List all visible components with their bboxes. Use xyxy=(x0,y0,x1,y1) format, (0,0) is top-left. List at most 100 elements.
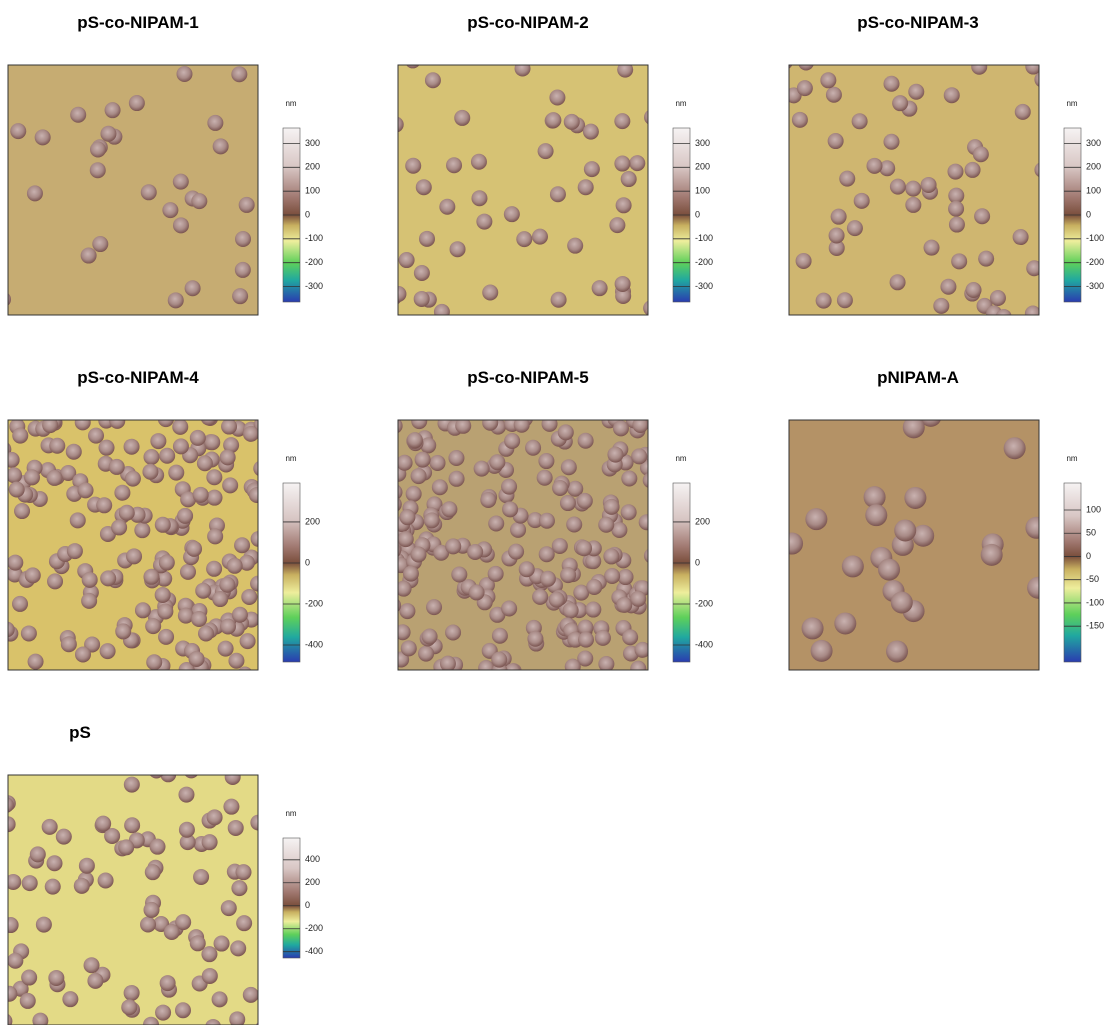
particle xyxy=(135,602,151,618)
particle xyxy=(145,864,161,880)
particle xyxy=(489,454,505,470)
afm-image xyxy=(0,762,271,1025)
particle xyxy=(213,138,229,154)
colorbar xyxy=(673,483,690,662)
particle xyxy=(816,293,832,309)
colorbar-tick-label: -300 xyxy=(695,281,713,291)
particle xyxy=(492,628,508,644)
particle xyxy=(632,417,648,433)
particle xyxy=(839,171,855,187)
particle xyxy=(432,479,448,495)
particle xyxy=(866,158,882,174)
particle xyxy=(616,597,632,613)
colorbar-tick-label: 50 xyxy=(1086,528,1096,538)
particle xyxy=(78,482,94,498)
particle xyxy=(35,129,51,145)
particle xyxy=(201,946,217,962)
particle xyxy=(565,659,581,675)
particle xyxy=(79,858,95,874)
particle xyxy=(206,469,222,485)
particle xyxy=(878,559,900,581)
particle xyxy=(973,146,989,162)
particle xyxy=(100,126,116,142)
particle xyxy=(502,501,518,517)
particle xyxy=(482,415,498,431)
particle xyxy=(225,769,241,785)
particle xyxy=(236,915,252,931)
particle xyxy=(36,917,52,933)
particle xyxy=(614,113,630,129)
particle xyxy=(1013,229,1029,245)
particle xyxy=(811,640,833,662)
particle xyxy=(105,102,121,118)
particle xyxy=(99,440,115,456)
particle xyxy=(552,480,568,496)
colorbar-tick-label: -200 xyxy=(305,257,323,267)
particle xyxy=(142,464,158,480)
particle xyxy=(235,231,251,247)
particle xyxy=(515,61,531,77)
particle xyxy=(227,558,243,574)
particle xyxy=(538,453,554,469)
particle xyxy=(160,766,176,782)
particle xyxy=(540,571,556,587)
particle xyxy=(504,206,520,222)
particle xyxy=(172,419,188,435)
particle xyxy=(501,479,517,495)
particle xyxy=(237,667,253,683)
particle xyxy=(890,179,906,195)
particle xyxy=(440,656,456,672)
particle xyxy=(22,875,38,891)
particle xyxy=(212,591,228,607)
particle xyxy=(411,468,427,484)
particle xyxy=(155,1005,171,1021)
particle xyxy=(643,472,659,488)
particle xyxy=(501,600,517,616)
particle xyxy=(158,411,174,427)
particle xyxy=(996,309,1012,325)
colorbar-tick-label: -200 xyxy=(305,598,323,608)
particle xyxy=(134,522,150,538)
particle xyxy=(140,917,156,933)
particle xyxy=(441,501,457,517)
particle xyxy=(415,452,431,468)
particle xyxy=(567,238,583,254)
particle xyxy=(124,777,140,793)
colorbar-tick-label: -200 xyxy=(695,257,713,267)
particle xyxy=(81,593,97,609)
particle xyxy=(883,134,899,150)
particle xyxy=(155,587,171,603)
colorbar-unit: nm xyxy=(285,99,296,108)
particle xyxy=(10,123,26,139)
particle xyxy=(228,653,244,669)
particle xyxy=(3,917,19,933)
particle xyxy=(802,617,824,639)
particle xyxy=(24,469,40,485)
particle xyxy=(232,288,248,304)
particle xyxy=(639,514,655,530)
particle xyxy=(603,548,619,564)
colorbar-tick-label: 0 xyxy=(695,209,700,219)
particle xyxy=(921,177,937,193)
particle xyxy=(505,663,521,679)
particle xyxy=(146,654,162,670)
panel-title: pS-co-NIPAM-4 xyxy=(77,368,199,387)
particle xyxy=(189,651,205,667)
particle xyxy=(892,95,908,111)
particle xyxy=(207,490,223,506)
particle xyxy=(25,567,41,583)
particle xyxy=(173,217,189,233)
particle xyxy=(560,567,576,583)
particle xyxy=(207,115,223,131)
particle xyxy=(537,470,553,486)
colorbar-tick-label: 100 xyxy=(1086,186,1101,196)
particle xyxy=(173,438,189,454)
particle xyxy=(223,799,239,815)
colorbar-unit: nm xyxy=(1066,99,1077,108)
particle xyxy=(434,304,450,320)
particle xyxy=(539,546,555,562)
particle xyxy=(111,519,127,535)
particle xyxy=(644,548,660,564)
particle xyxy=(70,512,86,528)
particle xyxy=(488,516,504,532)
